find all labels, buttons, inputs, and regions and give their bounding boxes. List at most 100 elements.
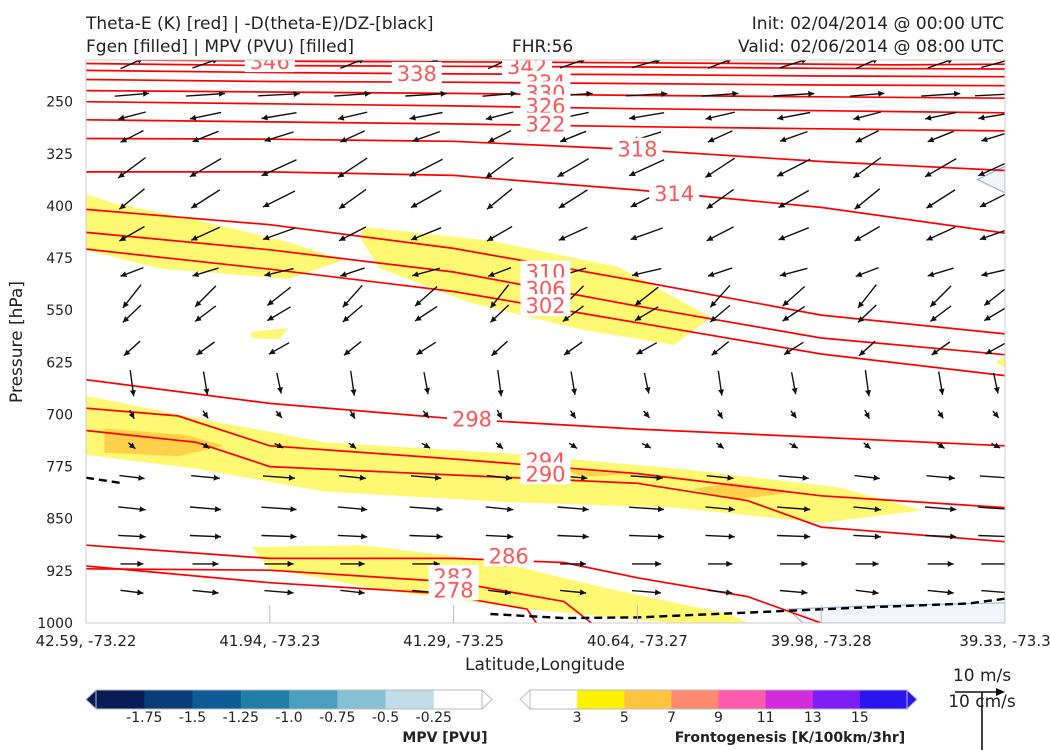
wind-vector-head bbox=[580, 60, 586, 64]
wind-vector-head bbox=[926, 202, 933, 209]
wind-vector-head bbox=[196, 349, 203, 355]
wind-vector-head bbox=[142, 90, 150, 97]
wind-vector-head bbox=[726, 560, 733, 567]
wind-vector-head bbox=[139, 533, 146, 540]
mpv-colorbar-tick-label: -0.25 bbox=[416, 710, 452, 726]
wind-vector-head bbox=[716, 411, 723, 419]
wind-vector bbox=[978, 162, 1005, 177]
wind-vector bbox=[979, 475, 1005, 479]
wind-vector-head bbox=[349, 411, 355, 419]
wind-vector-head bbox=[128, 442, 136, 449]
wind-vector-head bbox=[504, 589, 511, 596]
mpv-colorbar-tick-label: -1.5 bbox=[179, 710, 206, 726]
wind-vector-head bbox=[558, 235, 566, 241]
wind-vector-head bbox=[784, 348, 791, 355]
wind-vector-head bbox=[218, 90, 225, 97]
wind-vector bbox=[924, 157, 957, 178]
contour-label-bg bbox=[428, 578, 479, 601]
wind-vector-head bbox=[643, 411, 650, 418]
wind-vector-head bbox=[490, 316, 497, 323]
wind-vector-head bbox=[487, 235, 494, 241]
wind-vector-head bbox=[293, 91, 300, 97]
wind-vector-head bbox=[630, 234, 638, 241]
wind-vector-head bbox=[779, 136, 787, 143]
y-tick-label: 850 bbox=[46, 512, 73, 528]
wind-vector-head bbox=[804, 533, 811, 540]
title-line-1: Theta-E (K) [red] | -D(theta-E)/DZ-[blac… bbox=[86, 14, 434, 34]
wind-vector-head bbox=[120, 136, 128, 143]
wind-vector-head bbox=[984, 299, 991, 306]
wind-vector-head bbox=[586, 90, 593, 97]
fgen-colorbar-outline bbox=[529, 689, 908, 710]
y-axis: 250 325 400 475 550 625 700 775 850 925 1000 bbox=[37, 95, 73, 632]
wind-vector-head bbox=[864, 442, 871, 449]
wind-vector-head bbox=[872, 589, 879, 596]
wind-key-horizontal-label: 10 m/s bbox=[953, 666, 1011, 686]
isentrope-314 bbox=[86, 171, 1005, 234]
wind-vector-head bbox=[488, 136, 495, 143]
mpv-colorbar-extend-high bbox=[481, 688, 493, 711]
contour-label-318: 318 bbox=[617, 138, 657, 162]
mpv-colorbar-tick-label: -1.0 bbox=[275, 710, 302, 726]
wind-vector-head bbox=[931, 349, 939, 355]
wind-vector-head bbox=[706, 202, 714, 209]
fgen-colorbar-tick-label: 13 bbox=[804, 710, 822, 726]
wind-vector-head bbox=[122, 316, 130, 323]
wind-vector-head bbox=[790, 411, 797, 419]
wind-vector-head bbox=[436, 506, 443, 513]
wind-vector-head bbox=[808, 90, 815, 97]
wind-vector-head bbox=[364, 90, 371, 97]
wind-vector bbox=[557, 157, 590, 178]
mpv-area bbox=[976, 165, 1005, 194]
wind-vector-head bbox=[855, 271, 863, 277]
wind-vector-head bbox=[658, 533, 665, 540]
fgen-colorbar: 3 5 7 9 11 13 15 bbox=[519, 688, 918, 726]
wind-vector-head bbox=[488, 271, 495, 277]
wind-vector-head bbox=[629, 170, 636, 176]
wind-key: 10 m/s 10 cm/s bbox=[948, 666, 1016, 750]
wind-vector-head bbox=[874, 506, 881, 513]
wind-vector-head bbox=[947, 589, 954, 596]
y-tick-label: 700 bbox=[46, 408, 73, 424]
dashed-contour bbox=[86, 476, 123, 485]
wind-vector-head bbox=[570, 442, 577, 449]
wind-vector-head bbox=[569, 411, 576, 419]
wind-vector-head bbox=[1006, 475, 1012, 481]
wind-vector-head bbox=[118, 114, 125, 121]
wind-vector-head bbox=[1010, 91, 1016, 97]
wind-vector-head bbox=[409, 114, 416, 121]
mpv-colorbar-swatch bbox=[240, 690, 290, 709]
contour-label-290: 290 bbox=[525, 462, 565, 486]
wind-vector-head bbox=[582, 506, 589, 513]
wind-vector bbox=[974, 93, 1005, 97]
wind-vector bbox=[405, 92, 447, 97]
wind-vector-head bbox=[654, 589, 662, 596]
wind-vector-head bbox=[358, 589, 365, 596]
wind-vector-head bbox=[984, 314, 991, 321]
wind-vector-head bbox=[804, 506, 811, 513]
wind-vector-head bbox=[277, 387, 283, 394]
wind-vector-head bbox=[711, 349, 719, 356]
mpv-colorbar-title: MPV [PVU] bbox=[402, 730, 487, 746]
wind-vector-head bbox=[644, 387, 651, 394]
wind-vector-head bbox=[195, 315, 202, 322]
wind-vector-head bbox=[726, 60, 732, 64]
wind-vector-head bbox=[337, 171, 345, 178]
wind-vector-head bbox=[359, 474, 366, 481]
contour-label-bg bbox=[520, 112, 571, 135]
wind-vector-head bbox=[358, 60, 364, 64]
fgen-colorbar-extend-high bbox=[906, 688, 918, 711]
wind-vector-head bbox=[636, 348, 644, 355]
wind-vector-head bbox=[212, 589, 219, 596]
wind-vector-head bbox=[778, 202, 786, 208]
wind-vector-head bbox=[655, 60, 661, 64]
wind-vector-head bbox=[261, 170, 269, 176]
wind-vector-head bbox=[339, 235, 346, 241]
wind-vector-head bbox=[267, 299, 274, 306]
wind-vector-head bbox=[727, 474, 734, 481]
wind-vector-head bbox=[507, 506, 514, 513]
isentrope-298 bbox=[86, 378, 1005, 447]
wind-vector bbox=[776, 158, 811, 177]
y-tick-label: 550 bbox=[46, 303, 73, 319]
wind-vector-head bbox=[706, 235, 714, 241]
